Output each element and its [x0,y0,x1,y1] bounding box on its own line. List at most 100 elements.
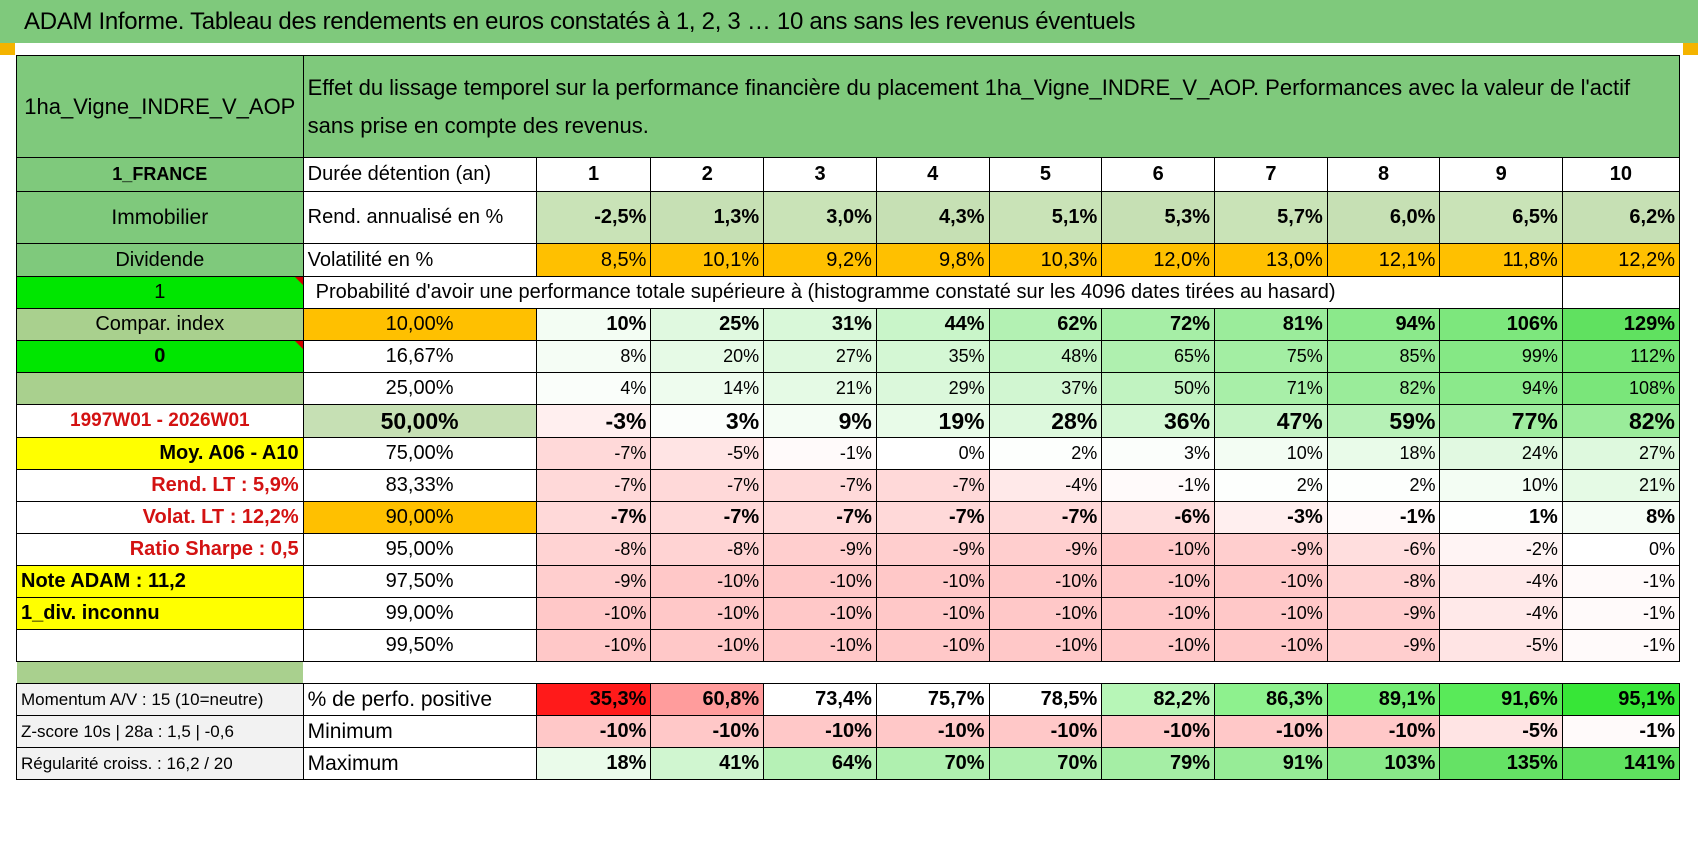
percentile-value-cell: -3% [1214,501,1328,534]
volatility-cell: 13,0% [1214,243,1328,277]
percentile-label-cell: 75,00% [302,437,537,470]
percentile-value-cell: 24% [1439,437,1563,470]
percentile-value-cell: -6% [1101,501,1216,534]
gap-green-cell [16,661,304,684]
percentile-value-cell: -5% [650,437,765,470]
percentile-value-cell: -9% [763,533,877,566]
percentile-value-cell: 28% [988,404,1103,438]
percentile-value-cell: -4% [988,469,1103,502]
percentile-value-cell: 10% [535,308,652,341]
percentile-value-cell: -4% [1439,597,1563,630]
percentile-value-cell: 85% [1326,340,1441,373]
positive-rate-cell: 89,1% [1326,683,1441,716]
percentile-value-cell: -10% [535,629,652,662]
percentile-value-cell: 2% [1326,469,1441,502]
percentile-value-cell: -10% [1101,597,1216,630]
percentile-value-cell: 82% [1561,404,1681,438]
percentile-value-cell: -10% [650,629,765,662]
percentile-value-cell: -10% [988,597,1103,630]
volatility-cell: 12,1% [1326,243,1441,277]
dividend-info-label: 1_div. inconnu [16,597,304,630]
percentile-value-cell: -8% [535,533,652,566]
percentile-value-cell: 106% [1439,308,1563,341]
maximum-cell: 91% [1214,747,1328,780]
percentile-value-cell: -7% [875,501,990,534]
percentile-value-cell: 94% [1326,308,1441,341]
positive-rate-cell: 60,8% [650,683,765,716]
minimum-cell: -10% [1101,715,1216,748]
country-label: 1_FRANCE [16,157,304,192]
volatility-cell: 10,3% [988,243,1103,277]
percentile-label-cell: 10,00% [302,308,537,341]
percentile-value-cell: -1% [1561,629,1681,662]
percentile-value-cell: -9% [875,533,990,566]
percentile-label-cell: 50,00% [302,404,537,438]
minimum-cell: -5% [1439,715,1563,748]
maximum-cell: 64% [763,747,877,780]
rend-label: Rend. annualisé en % [302,191,537,244]
percentile-value-cell: 31% [763,308,877,341]
maximum-label: Maximum [302,747,537,780]
percentile-value-cell: -10% [988,629,1103,662]
minimum-cell: -10% [1214,715,1328,748]
annual-return-cell: 6,0% [1326,191,1441,244]
corner-mark-left [0,43,15,55]
long-term-return-label: Rend. LT : 5,9% [16,469,304,502]
maximum-cell: 141% [1561,747,1681,780]
percentile-value-cell: 2% [1214,469,1328,502]
percentile-value-cell: 35% [875,340,990,373]
percentile-value-cell: 21% [763,372,877,405]
percentile-value-cell: 9% [763,404,877,438]
percentile-value-cell: -10% [650,565,765,598]
year-header-cell: 4 [875,157,990,192]
percentile-value-cell: 47% [1214,404,1328,438]
percentile-value-cell: -7% [875,469,990,502]
percentile-value-cell: -9% [988,533,1103,566]
positive-rate-cell: 86,3% [1214,683,1328,716]
empty-cell [1439,276,1563,309]
percentile-value-cell: 19% [875,404,990,438]
percentile-value-cell: -3% [535,404,652,438]
performance-table: 1ha_Vigne_INDRE_V_AOP Effet du lissage t… [16,55,1681,780]
year-header-cell: 10 [1561,157,1681,192]
percentile-value-cell: 18% [1326,437,1441,470]
volatility-cell: 11,8% [1439,243,1563,277]
percentile-value-cell: -2% [1439,533,1563,566]
percentile-value-cell: -6% [1326,533,1441,566]
minimum-cell: -10% [535,715,652,748]
percentile-value-cell: -9% [535,565,652,598]
zscore-label: Z-score 10s | 28a : 1,5 | -0,6 [16,715,304,748]
percentile-value-cell: -1% [1326,501,1441,534]
annual-return-cell: 5,1% [988,191,1103,244]
maximum-cell: 41% [650,747,765,780]
percentile-value-cell: -10% [763,597,877,630]
year-header-cell: 3 [763,157,877,192]
percentile-value-cell: -10% [988,565,1103,598]
volatility-cell: 9,8% [875,243,990,277]
annual-return-cell: 5,7% [1214,191,1328,244]
percentile-value-cell: -9% [1214,533,1328,566]
percentile-value-cell: -7% [535,469,652,502]
year-header-cell: 2 [650,157,765,192]
percentile-value-cell: -7% [988,501,1103,534]
percentile-label-cell: 99,50% [302,629,537,662]
percentile-label-cell: 95,00% [302,533,537,566]
adam-score-label: Note ADAM : 11,2 [16,565,304,598]
percentile-value-cell: -7% [650,501,765,534]
percentile-value-cell: -10% [650,597,765,630]
flag-zero-cell: 0 [16,340,304,373]
percentile-label-cell: 83,33% [302,469,537,502]
volatility-cell: 12,2% [1561,243,1681,277]
percentile-value-cell: -7% [763,469,877,502]
percentile-value-cell: 8% [1561,501,1681,534]
probability-label: Probabilité d'avoir une performance tota… [302,276,1440,309]
percentile-value-cell: 3% [650,404,765,438]
percentile-value-cell: 25% [650,308,765,341]
compar-index-label: Compar. index [16,308,304,341]
empty-cell [1561,276,1681,309]
percentile-value-cell: 44% [875,308,990,341]
percentile-value-cell: -10% [763,629,877,662]
gap-empty-cell [303,662,1679,684]
percentile-value-cell: -10% [875,597,990,630]
percentile-value-cell: 29% [875,372,990,405]
